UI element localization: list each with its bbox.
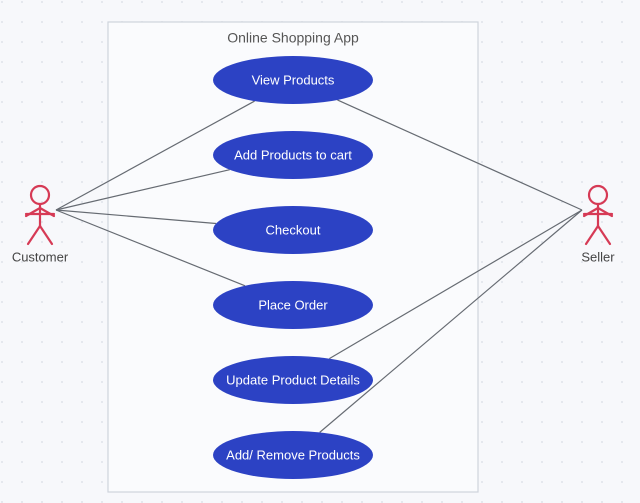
usecase-add-remove-product[interactable]: Add/ Remove Products [213, 431, 373, 479]
usecase-label: Place Order [258, 297, 328, 312]
usecase-label: View Products [252, 72, 335, 87]
diagram-canvas: Online Shopping App View Products Add Prod… [0, 0, 640, 503]
usecase-label: Update Product Details [226, 372, 360, 387]
actor-label: Customer [12, 250, 69, 265]
system-title: Online Shopping App [227, 29, 359, 45]
usecase-label: Checkout [266, 222, 321, 237]
usecase-view-products[interactable]: View Products [213, 56, 373, 104]
usecase-add-to-cart[interactable]: Add Products to cart [213, 131, 373, 179]
diagram-svg: Online Shopping App View Products Add Prod… [0, 0, 640, 503]
actor-label: Seller [581, 250, 615, 265]
usecase-update-product[interactable]: Update Product Details [213, 356, 373, 404]
usecase-label: Add/ Remove Products [226, 447, 360, 462]
usecase-place-order[interactable]: Place Order [213, 281, 373, 329]
usecase-checkout[interactable]: Checkout [213, 206, 373, 254]
usecase-label: Add Products to cart [234, 147, 352, 162]
